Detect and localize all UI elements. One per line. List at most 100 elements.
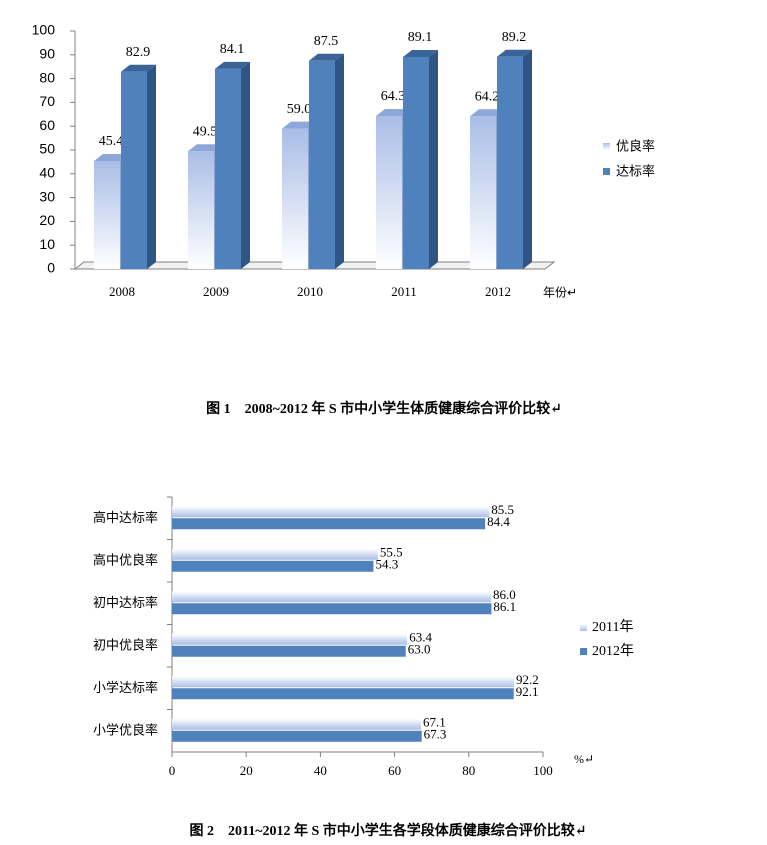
x-tick-label: 60	[388, 763, 401, 778]
x-tick-label: 2010	[297, 284, 323, 299]
bar	[376, 115, 402, 269]
value-label: 87.5	[314, 34, 339, 49]
y-tick-label: 50	[39, 141, 55, 157]
bar-top	[215, 61, 250, 69]
value-label: 89.2	[502, 30, 527, 45]
legend-swatch	[580, 624, 587, 631]
bar	[470, 116, 496, 269]
bar	[215, 68, 241, 269]
bar	[172, 560, 374, 572]
bar-top	[188, 144, 223, 152]
value-label: 59.0	[287, 102, 312, 117]
y-tick-label: 30	[39, 188, 55, 204]
caption: 图 1 2008~2012 年 S 市中小学生体质健康综合评价比较↵	[206, 400, 562, 417]
y-tick-label: 初中优良率	[93, 637, 158, 653]
bar-side	[241, 61, 250, 270]
bar	[188, 151, 214, 269]
bar-side	[335, 53, 344, 269]
y-tick-label: 40	[39, 165, 55, 181]
bar-side	[429, 49, 438, 269]
bar	[94, 160, 120, 269]
y-tick-label: 90	[39, 46, 55, 62]
legend-label: 2011年	[592, 619, 633, 635]
y-tick-label: 小学达标率	[93, 680, 158, 696]
bar-top	[309, 53, 344, 61]
value-label: 64.3	[381, 89, 406, 104]
bar	[172, 518, 486, 530]
value-label: 92.1	[516, 684, 539, 699]
bar	[282, 128, 308, 269]
bar-top	[282, 121, 317, 129]
value-label: 84.1	[220, 42, 245, 57]
bar	[172, 548, 378, 560]
bar	[309, 60, 335, 269]
bar-top	[121, 64, 156, 72]
bar	[121, 71, 147, 269]
value-label: 82.9	[126, 45, 151, 60]
value-label: 84.4	[487, 514, 510, 529]
y-tick-label: 10	[39, 236, 55, 252]
y-tick-label: 70	[39, 93, 55, 109]
x-tick-label: 100	[533, 763, 553, 778]
x-tick-label: 20	[240, 763, 253, 778]
value-label: 45.4	[99, 134, 124, 149]
value-label: 92.2	[516, 672, 539, 687]
value-label: 85.5	[491, 502, 514, 517]
value-label: 86.0	[493, 587, 516, 602]
bar-top	[497, 49, 532, 57]
bar	[497, 56, 523, 270]
value-label: 63.4	[409, 630, 432, 645]
bar	[172, 633, 408, 645]
bar	[172, 591, 492, 603]
value-label: 67.1	[423, 715, 446, 730]
legend-label: 达标率	[616, 164, 655, 180]
bar	[172, 730, 422, 742]
bar-top	[403, 49, 438, 57]
y-tick-label: 初中达标率	[93, 595, 158, 611]
x-tick-label: 2008	[109, 284, 135, 299]
legend-swatch	[580, 648, 587, 655]
legend-swatch	[603, 143, 610, 150]
value-label: 63.0	[408, 642, 431, 657]
x-tick-label: 80	[462, 763, 475, 778]
caption: 图 2 2011~2012 年 S 市中小学生各学段体质健康综合评价比较↵	[189, 822, 586, 839]
x-tick-label: 2012	[485, 284, 511, 299]
value-label: 67.3	[424, 727, 447, 742]
y-tick-label: 小学优良率	[93, 722, 158, 738]
value-label: 54.3	[375, 557, 398, 572]
value-label: 49.5	[193, 124, 218, 139]
x-tick-label: 40	[314, 763, 327, 778]
bar	[172, 718, 421, 730]
bar-top	[94, 153, 129, 161]
x-tick-label: 0	[169, 763, 176, 778]
bar	[172, 603, 492, 615]
value-label: 86.1	[493, 599, 516, 614]
bar	[172, 506, 490, 518]
y-tick-label: 0	[47, 260, 55, 276]
y-tick-label: 100	[32, 22, 56, 38]
x-axis-label: 年份↵	[543, 286, 577, 300]
x-tick-label: 2009	[203, 284, 229, 299]
value-label: 55.5	[380, 545, 403, 560]
value-label: 64.2	[475, 89, 500, 104]
bar	[172, 645, 406, 657]
bar	[403, 56, 429, 269]
bar-top	[376, 108, 411, 116]
bar	[172, 676, 515, 688]
x-axis-label: %↵	[574, 752, 594, 766]
bar	[172, 688, 514, 700]
y-tick-label: 20	[39, 212, 55, 228]
legend-label: 优良率	[616, 139, 655, 155]
value-label: 89.1	[408, 30, 433, 45]
bar-top	[470, 109, 505, 117]
y-tick-label: 高中优良率	[93, 552, 158, 568]
x-tick-label: 2011	[391, 284, 417, 299]
y-tick-label: 80	[39, 69, 55, 85]
bar-side	[523, 49, 532, 270]
legend-swatch	[603, 168, 610, 175]
legend-label: 2012年	[592, 643, 634, 659]
y-tick-label: 高中达标率	[93, 510, 158, 526]
y-tick-label: 60	[39, 117, 55, 133]
